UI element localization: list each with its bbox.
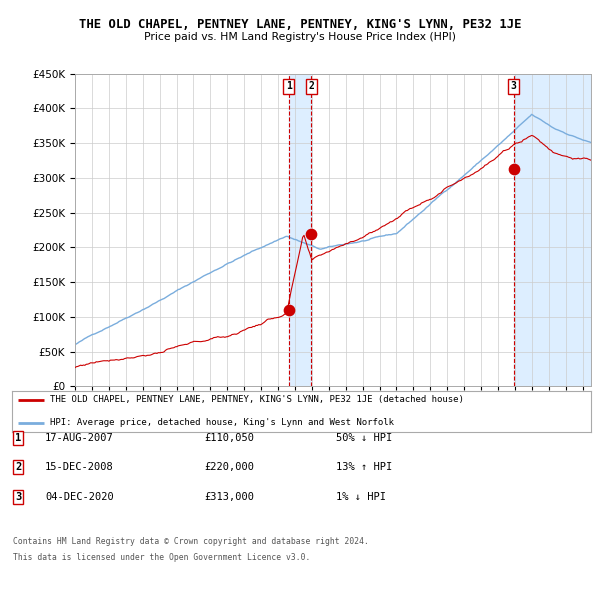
- Text: HPI: Average price, detached house, King's Lynn and West Norfolk: HPI: Average price, detached house, King…: [50, 418, 394, 427]
- Text: 13% ↑ HPI: 13% ↑ HPI: [336, 463, 392, 472]
- Text: 1: 1: [286, 81, 292, 91]
- Text: THE OLD CHAPEL, PENTNEY LANE, PENTNEY, KING'S LYNN, PE32 1JE: THE OLD CHAPEL, PENTNEY LANE, PENTNEY, K…: [79, 18, 521, 31]
- Text: 04-DEC-2020: 04-DEC-2020: [45, 492, 114, 502]
- Text: Contains HM Land Registry data © Crown copyright and database right 2024.: Contains HM Land Registry data © Crown c…: [13, 537, 369, 546]
- Bar: [289, 74, 311, 386]
- Text: £220,000: £220,000: [204, 463, 254, 472]
- Text: 1: 1: [15, 433, 21, 442]
- Text: 17-AUG-2007: 17-AUG-2007: [45, 433, 114, 442]
- Text: This data is licensed under the Open Government Licence v3.0.: This data is licensed under the Open Gov…: [13, 553, 311, 562]
- Text: 15-DEC-2008: 15-DEC-2008: [45, 463, 114, 472]
- Point: [284, 305, 293, 314]
- Point: [307, 229, 316, 238]
- Text: 50% ↓ HPI: 50% ↓ HPI: [336, 433, 392, 442]
- Text: 3: 3: [15, 492, 21, 502]
- Text: 2: 2: [15, 463, 21, 472]
- Text: Price paid vs. HM Land Registry's House Price Index (HPI): Price paid vs. HM Land Registry's House …: [144, 32, 456, 42]
- Bar: [514, 74, 591, 386]
- Text: £110,050: £110,050: [204, 433, 254, 442]
- Text: THE OLD CHAPEL, PENTNEY LANE, PENTNEY, KING'S LYNN, PE32 1JE (detached house): THE OLD CHAPEL, PENTNEY LANE, PENTNEY, K…: [50, 395, 464, 404]
- Text: 3: 3: [511, 81, 517, 91]
- Text: 2: 2: [308, 81, 314, 91]
- Text: 1% ↓ HPI: 1% ↓ HPI: [336, 492, 386, 502]
- Text: £313,000: £313,000: [204, 492, 254, 502]
- Point: [509, 164, 518, 173]
